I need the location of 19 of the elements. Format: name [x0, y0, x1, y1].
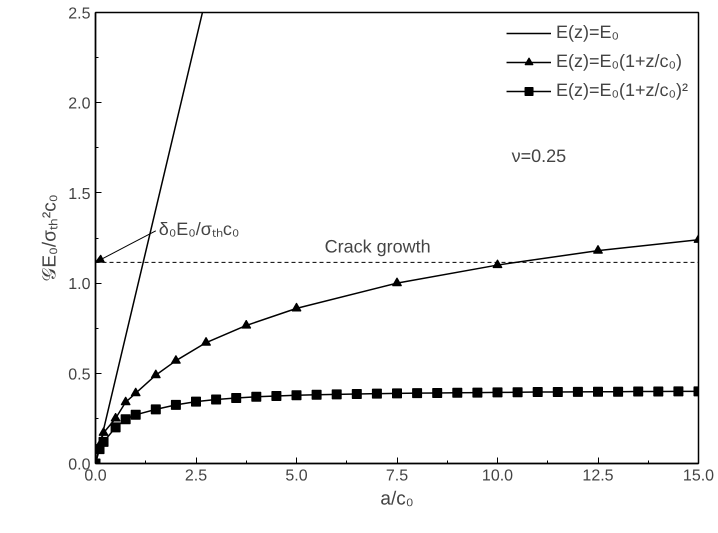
annotation: δ₀E₀/σₜₕc₀ — [158, 218, 240, 239]
legend-label: E(z)=E₀ — [556, 22, 620, 43]
x-tick-label: 7.5 — [386, 468, 408, 484]
x-tick-label: 10.0 — [482, 468, 514, 484]
ref-line-label: Crack growth — [324, 236, 431, 256]
x-tick-label: 12.5 — [582, 468, 614, 484]
y-tick-label: 1.5 — [68, 186, 91, 203]
legend-label: E(z)=E₀(1+z/c₀) — [556, 51, 682, 72]
y-tick-label: 2.0 — [68, 96, 91, 113]
x-tick-label: 15.0 — [682, 468, 714, 484]
y-tick-label: 0.5 — [68, 366, 91, 384]
y-axis-title: 𝒢E₀/σₜₕ²c₀ — [39, 194, 60, 282]
x-axis-title: a/c₀ — [380, 488, 414, 510]
annotation: ν=0.25 — [512, 146, 566, 166]
x-tick-label: 5.0 — [285, 468, 308, 484]
x-tick-label: 2.5 — [184, 468, 208, 484]
y-tick-label: 1.0 — [68, 276, 91, 294]
y-tick-label: 2.5 — [68, 6, 91, 22]
legend-label: E(z)=E₀(1+z/c₀)² — [556, 80, 688, 101]
